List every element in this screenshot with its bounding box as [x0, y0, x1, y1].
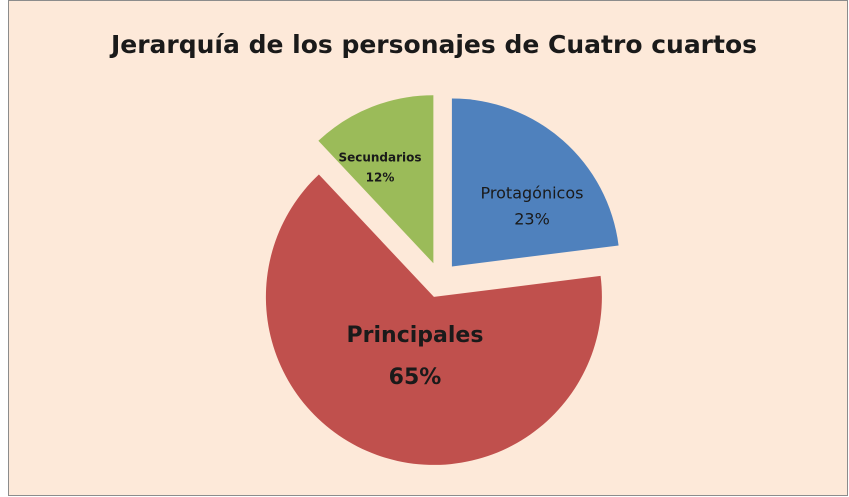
slice-value-label: 23%: [514, 210, 550, 229]
pie-slice: [318, 95, 434, 264]
slice-label: Protagónicos: [481, 184, 584, 203]
slice-label: Principales: [347, 323, 484, 348]
slice-value-label: 12%: [366, 171, 395, 185]
chart-title: Jerarquía de los personajes de Cuatro cu…: [109, 30, 757, 59]
pie-slice: [451, 98, 619, 267]
pie-slice: [265, 174, 602, 465]
slice-value-label: 65%: [389, 365, 442, 390]
slice-label: Secundarios: [338, 151, 421, 165]
